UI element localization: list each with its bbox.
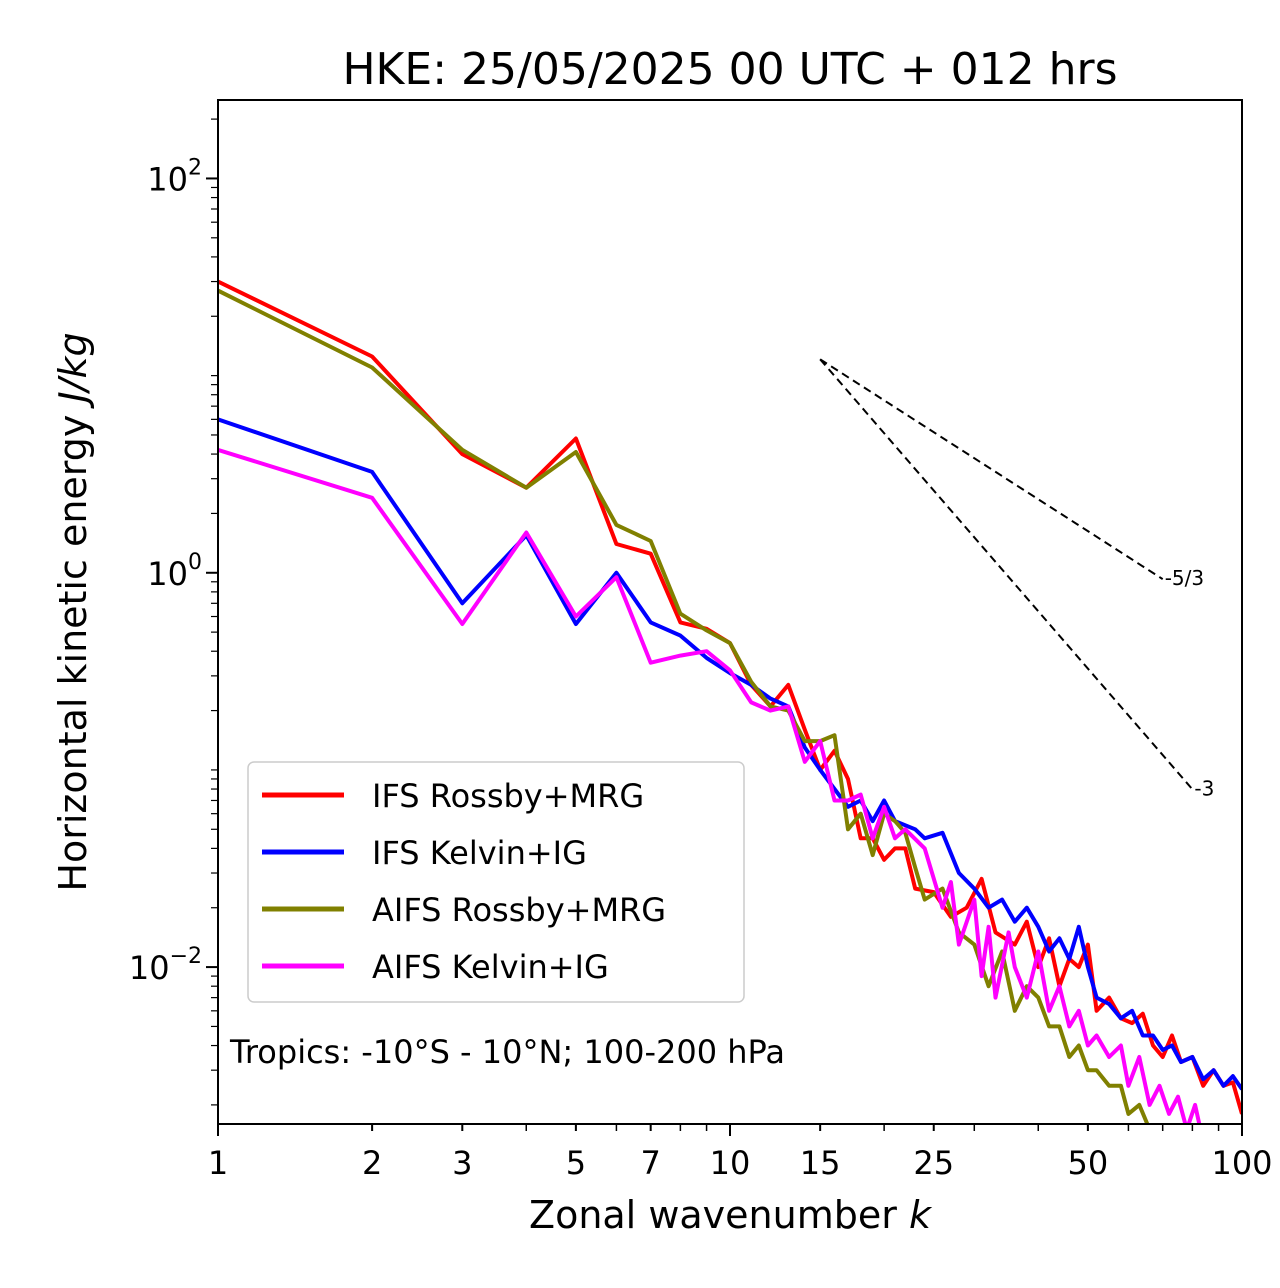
y-axis: 10−2 100 102 xyxy=(129,118,218,1106)
x-tick-label: 25 xyxy=(913,1144,954,1182)
reference-slopes: -5/3 -3 xyxy=(819,358,1214,800)
legend-label-2: IFS Kelvin+IG xyxy=(372,834,587,872)
x-axis-label-var: k xyxy=(909,1193,933,1237)
y-axis-label-units: J/kg xyxy=(51,332,95,409)
slope-label-1: -5/3 xyxy=(1165,566,1204,590)
chart-title: HKE: 25/05/2025 00 UTC + 012 hrs xyxy=(342,44,1117,95)
x-tick-label: 3 xyxy=(452,1144,472,1182)
series-line-4 xyxy=(218,447,1202,1124)
legend-box xyxy=(247,761,745,1003)
legend-label-1: IFS Rossby+MRG xyxy=(372,777,644,815)
y-axis-label-text: Horizontal kinetic energy xyxy=(51,415,95,892)
x-tick-label: 10 xyxy=(710,1144,751,1182)
legend-label-4: AIFS Kelvin+IG xyxy=(372,948,609,986)
legend: IFS Rossby+MRG IFS Kelvin+IG AIFS Rossby+M… xyxy=(247,761,745,1003)
x-tick-label: 1 xyxy=(208,1144,228,1182)
x-tick-label: 15 xyxy=(800,1144,841,1182)
y-axis-label: Horizontal kinetic energy J/kg xyxy=(51,332,95,891)
y-tick-label: 100 xyxy=(147,550,202,593)
slope-line-2 xyxy=(819,358,1194,790)
x-tick-label: 2 xyxy=(362,1144,382,1182)
x-axis-label: Zonal wavenumber k xyxy=(529,1193,933,1237)
x-tick-label: 7 xyxy=(641,1144,661,1182)
x-tick-label: 100 xyxy=(1211,1144,1272,1182)
y-tick-label: 10−2 xyxy=(129,944,202,987)
series-layer xyxy=(218,279,1242,1124)
y-tick-label: 102 xyxy=(147,155,202,198)
slope-line-1 xyxy=(819,358,1164,580)
legend-label-3: AIFS Rossby+MRG xyxy=(372,891,666,929)
series-line-3 xyxy=(218,288,1150,1124)
series-line-2 xyxy=(218,417,1242,1091)
region-annotation: Tropics: -10°S - 10°N; 100-200 hPa xyxy=(229,1033,785,1071)
slope-label-2: -3 xyxy=(1194,776,1214,800)
x-axis: 1 2 3 5 7 10 15 25 50 100 xyxy=(208,1124,1273,1182)
x-tick-label: 50 xyxy=(1068,1144,1109,1182)
x-tick-label: 5 xyxy=(566,1144,586,1182)
x-axis-label-text: Zonal wavenumber xyxy=(529,1193,897,1237)
